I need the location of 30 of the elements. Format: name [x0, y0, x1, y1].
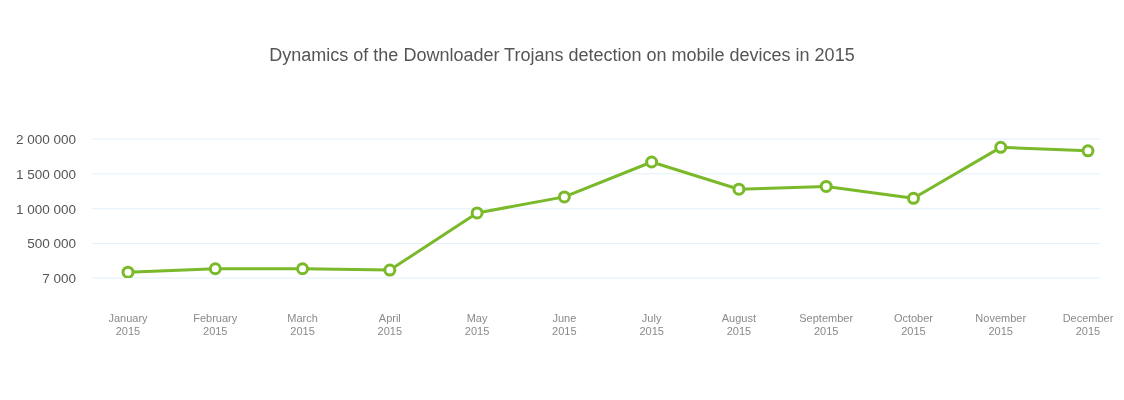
point: [1081, 144, 1095, 158]
y-tick-label: 7 000: [42, 270, 76, 286]
x-tick-label: December 2015: [1062, 312, 1114, 337]
x-tick-label: May 2015: [464, 312, 490, 337]
point: [121, 265, 135, 278]
point: [557, 190, 571, 204]
point: [208, 262, 222, 276]
y-tick-label: 2 000 000: [15, 131, 76, 147]
x-tick-label: November 2015: [975, 312, 1027, 337]
y-tick-label: 1 500 000: [15, 166, 76, 182]
point: [994, 140, 1008, 154]
x-tick-label: September 2015: [799, 312, 854, 337]
x-tick-label: February 2015: [193, 312, 238, 337]
point: [645, 155, 659, 169]
x-tick-label: March 2015: [287, 312, 318, 337]
y-tick-label: 1 000 000: [15, 201, 76, 217]
point: [819, 179, 833, 193]
x-tick-label: October 2015: [893, 312, 934, 337]
point: [296, 262, 310, 276]
y-tick-label: 500 000: [27, 236, 76, 252]
x-tick-label: June 2015: [552, 312, 577, 337]
point: [906, 191, 920, 205]
chart-title: Dynamics of the Downloader Trojans detection on mobile devices in 2015: [268, 44, 856, 66]
x-tick-label: July 2015: [639, 312, 664, 337]
x-tick-label: January 2015: [108, 312, 149, 337]
point: [383, 263, 397, 277]
x-tick-label: April 2015: [377, 312, 403, 337]
x-tick-label: August 2015: [721, 312, 757, 337]
point: [732, 182, 746, 196]
point: [470, 206, 484, 220]
